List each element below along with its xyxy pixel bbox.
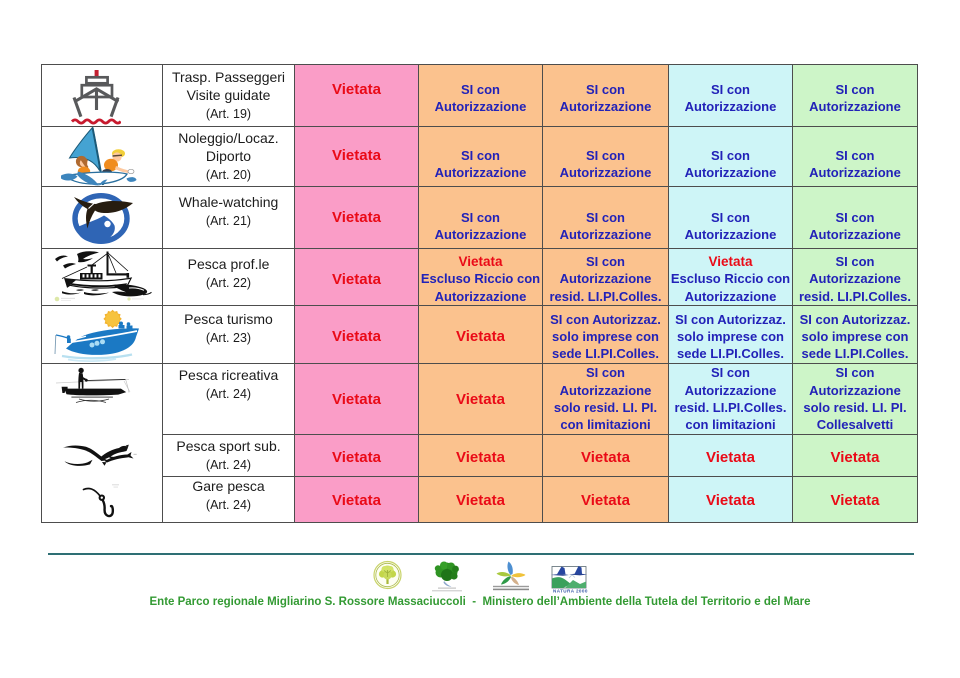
svg-text:NATURA 2000: NATURA 2000 [553,589,588,594]
